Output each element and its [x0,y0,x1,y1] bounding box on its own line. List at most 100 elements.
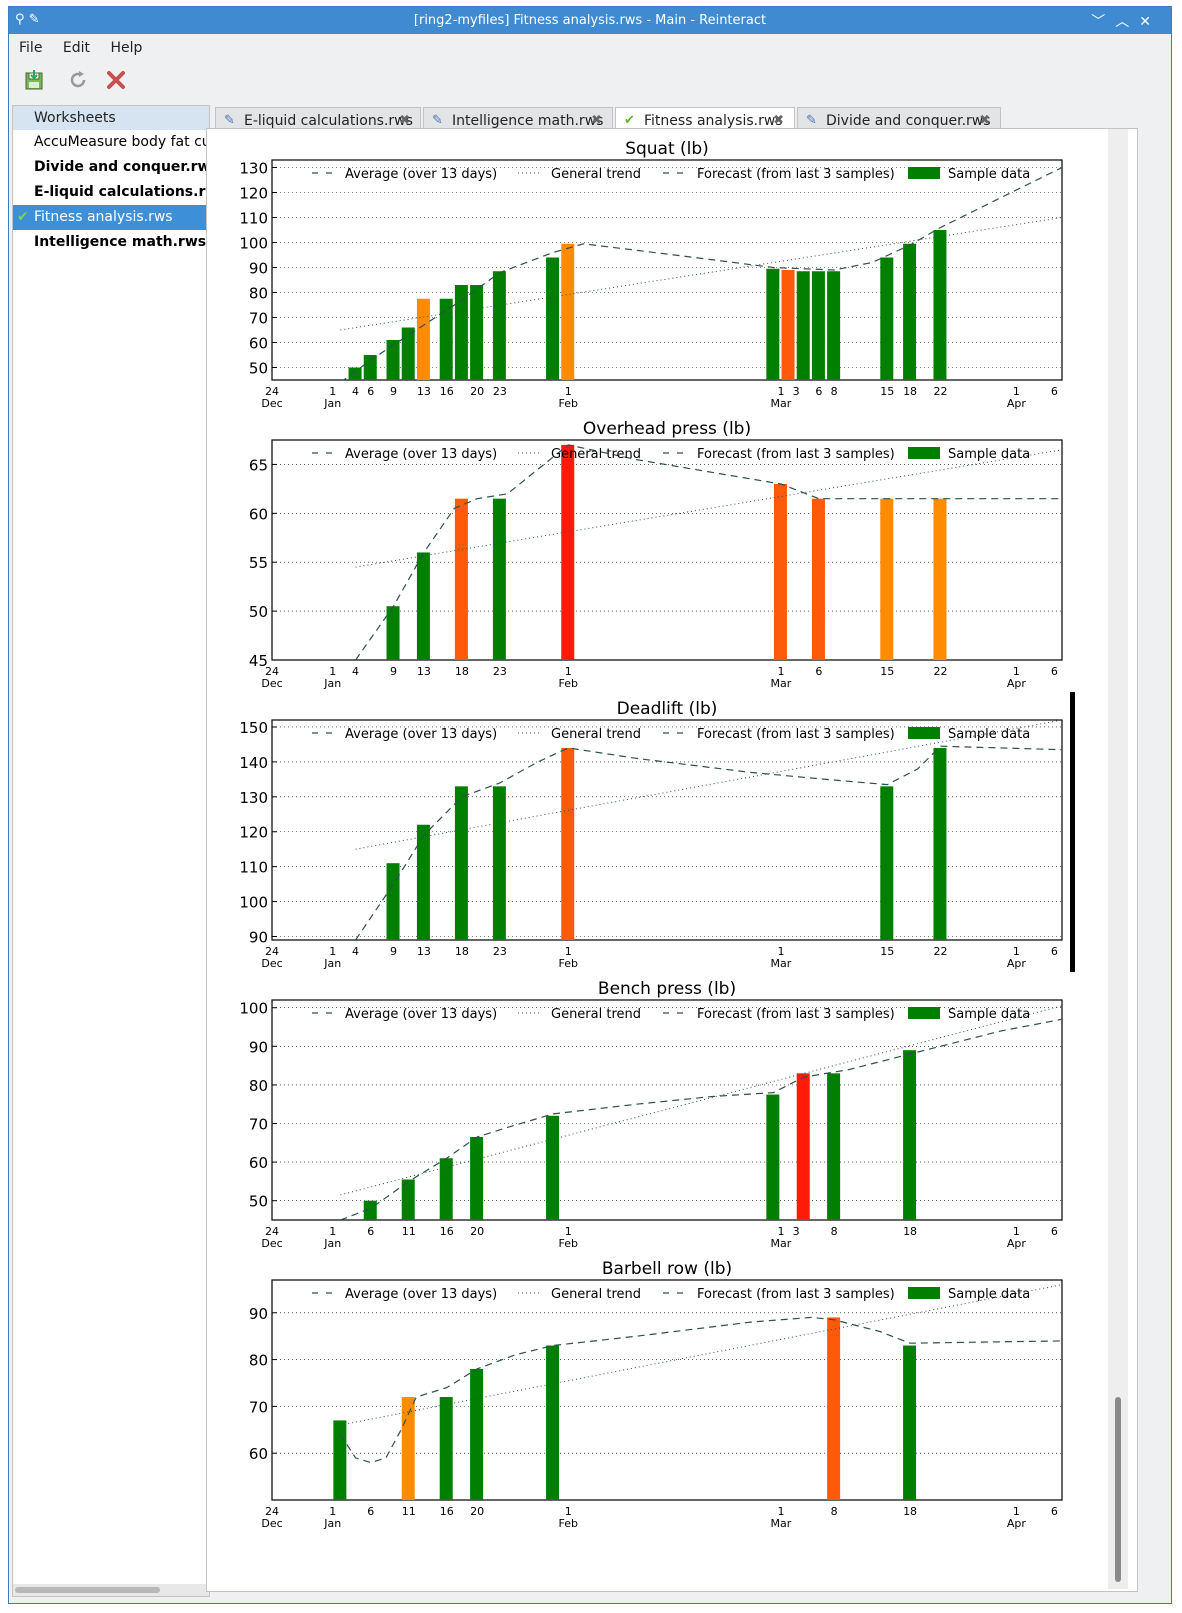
x-tick-month-label: Feb [559,1517,578,1530]
close-tab-icon[interactable]: ✖ [399,113,410,128]
y-tick-label: 100 [239,235,268,253]
sidebar-item-label: AccuMeasure body fat curve [34,134,209,150]
stop-icon[interactable] [103,69,129,95]
x-tick-month-label: Jan [323,1517,341,1530]
content-vertical-scrollbar[interactable] [1108,129,1128,1589]
y-tick-label: 110 [239,210,268,228]
window-menu-icon[interactable]: ⚲ ✎ [15,12,40,27]
legend-trend-label: General trend [551,447,641,462]
x-tick-label: 22 [933,385,947,398]
minimize-icon[interactable]: ﹀ [1091,14,1116,30]
x-tick-month-label: Jan [323,957,341,970]
plot-area [271,999,1063,1221]
y-tick-label: 130 [239,160,268,178]
y-tick-label: 90 [249,1038,268,1056]
y-tick-label: 45 [249,652,268,670]
data-bar [492,786,506,940]
data-bar [363,355,377,380]
x-tick-month-label: Mar [771,957,792,970]
x-tick-label: 1 [565,945,572,958]
close-tab-icon[interactable]: ✖ [979,113,990,128]
sidebar-horizontal-scrollbar[interactable] [13,1584,209,1596]
data-bar [454,285,468,380]
x-tick-label: 1 [777,945,784,958]
x-tick-month-label: Dec [261,1517,282,1530]
close-tab-icon[interactable]: ✖ [591,113,602,128]
x-tick-label: 1 [329,945,336,958]
data-bar [766,1094,780,1220]
x-tick-month-label: Jan [323,397,341,410]
x-tick-label: 6 [1051,945,1058,958]
title-bar[interactable]: ⚲ ✎ [ring2-myfiles] Fitness analysis.rws… [9,7,1171,34]
window-controls[interactable]: ﹀︿✕ [1091,11,1161,31]
data-bar [781,270,795,380]
data-bar [454,498,468,660]
worksheet-icon: ✎ [224,113,235,128]
x-tick-label: 15 [880,945,894,958]
data-bar [386,340,400,380]
x-tick-label: 1 [1013,1505,1020,1518]
x-tick-label: 6 [367,1505,374,1518]
x-tick-label: 1 [777,1225,784,1238]
data-bar [363,1200,377,1220]
x-tick-label: 6 [1051,1225,1058,1238]
scrollbar-thumb[interactable] [15,1587,160,1593]
y-tick-label: 80 [249,285,268,303]
x-tick-label: 3 [793,1225,800,1238]
x-tick-month-label: Feb [559,677,578,690]
maximize-icon[interactable]: ︿ [1115,14,1140,30]
save-icon[interactable] [21,69,47,95]
y-tick-label: 140 [239,754,268,772]
sidebar-item-label: Divide and conquer.rws [34,159,209,175]
menu-file[interactable]: File [19,40,43,56]
data-bar [416,824,430,940]
menu-help[interactable]: Help [110,40,143,56]
x-tick-label: 6 [815,665,822,678]
data-bar [933,230,947,380]
x-tick-label: 23 [493,945,507,958]
data-bar [546,1115,560,1220]
checkmark-icon: ✔ [17,209,29,225]
sidebar-item-divide-and-conquer[interactable]: Divide and conquer.rws [13,155,209,180]
y-tick-label: 100 [239,894,268,912]
menu-edit[interactable]: Edit [62,40,91,56]
x-tick-label: 1 [565,385,572,398]
close-tab-icon[interactable]: ✖ [773,113,784,128]
x-tick-label: 16 [440,385,454,398]
legend-forecast-label: Forecast (from last 3 samples) [697,1007,895,1022]
x-tick-month-label: Apr [1007,1517,1027,1530]
data-bar [880,498,894,660]
sidebar-header[interactable]: Worksheets [13,106,209,130]
data-bar [811,498,825,660]
y-tick-label: 55 [249,554,268,572]
sidebar-item-accumeasure[interactable]: AccuMeasure body fat curve [13,130,209,155]
tab-label: Divide and conquer.rws [826,113,991,129]
tab-label: Intelligence math.rws [452,113,604,129]
chart-title: Bench press (lb) [598,979,736,999]
x-tick-month-label: Apr [1007,677,1027,690]
y-tick-label: 70 [249,1398,268,1416]
sidebar-item-e-liquid[interactable]: E-liquid calculations.rws [13,180,209,205]
sidebar-item-fitness-analysis[interactable]: ✔ Fitness analysis.rws [13,205,209,230]
close-icon[interactable]: ✕ [1139,14,1161,30]
average-line [340,1018,1062,1220]
legend-sample-label: Sample data [948,1007,1030,1022]
chart-title: Overhead press (lb) [583,419,751,439]
y-tick-label: 60 [249,505,268,523]
x-tick-month-label: Dec [261,957,282,970]
sidebar-item-intelligence-math[interactable]: Intelligence math.rws [13,230,209,255]
scrollbar-thumb[interactable] [1115,1397,1121,1582]
x-tick-label: 24 [265,945,279,958]
data-bar [880,786,894,940]
x-tick-month-label: Feb [559,957,578,970]
y-tick-label: 120 [239,824,268,842]
x-tick-label: 23 [493,385,507,398]
x-tick-label: 6 [1051,385,1058,398]
data-bar [470,1137,484,1220]
data-bar [827,1073,841,1220]
data-bar [903,243,917,380]
chart-title: Squat (lb) [625,139,709,159]
x-tick-label: 20 [470,1505,484,1518]
x-tick-month-label: Jan [323,677,341,690]
refresh-icon[interactable] [65,69,91,95]
